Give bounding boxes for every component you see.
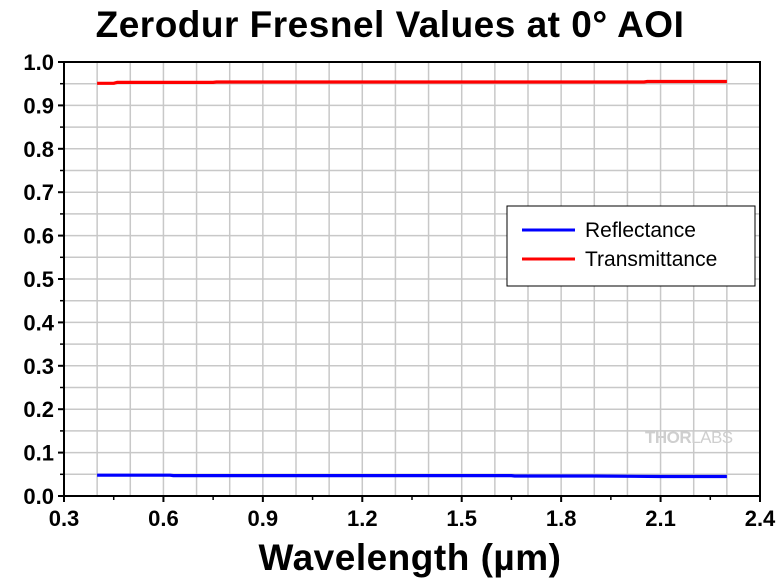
legend: Reflectance Transmittance bbox=[506, 205, 756, 287]
legend-label-transmittance: Transmittance bbox=[585, 248, 717, 271]
y-tick-label: 0.2 bbox=[23, 397, 54, 422]
series-line-reflectance bbox=[97, 473, 727, 479]
x-tick-label: 0.3 bbox=[49, 506, 80, 531]
y-tick-label: 0.5 bbox=[23, 267, 54, 292]
x-tick-label: 0.9 bbox=[248, 506, 279, 531]
x-tick-label: 2.4 bbox=[745, 506, 776, 531]
y-tick-label: 0.6 bbox=[23, 224, 54, 249]
legend-box bbox=[506, 205, 756, 287]
grid-lines bbox=[64, 62, 760, 496]
y-tick-label: 0.3 bbox=[23, 354, 54, 379]
y-tick-label: 0.1 bbox=[23, 441, 54, 466]
y-tick-label: 0.9 bbox=[23, 93, 54, 118]
x-axis-label: Wavelength (µm) bbox=[258, 537, 562, 578]
svg-text:THORLABS: THORLABS bbox=[645, 428, 733, 447]
y-tick-label: 0.4 bbox=[23, 310, 54, 335]
chart-title: Zerodur Fresnel Values at 0° AOI bbox=[95, 4, 685, 45]
y-tick-label: 0.0 bbox=[23, 484, 54, 509]
x-tick-label: 1.2 bbox=[347, 506, 378, 531]
y-tick-label: 1.0 bbox=[23, 50, 54, 75]
y-tick-label: 0.8 bbox=[23, 137, 54, 162]
watermark-part1: THOR bbox=[645, 428, 691, 447]
x-tick-labels: 0.3 0.6 0.9 1.2 1.5 1.8 2.1 2.4 bbox=[49, 506, 776, 531]
series-lines bbox=[97, 79, 727, 479]
axis-ticks bbox=[58, 61, 761, 502]
watermark-part2: LABS bbox=[691, 428, 733, 447]
legend-label-reflectance: Reflectance bbox=[585, 219, 696, 242]
watermark-logo: THORLABS bbox=[645, 428, 733, 447]
x-tick-label: 0.6 bbox=[148, 506, 179, 531]
series-line-transmittance bbox=[97, 79, 727, 85]
x-tick-label: 1.8 bbox=[546, 506, 577, 531]
x-tick-label: 1.5 bbox=[446, 506, 477, 531]
y-tick-labels: 0.0 0.1 0.2 0.3 0.4 0.5 0.6 0.7 0.8 0.9 1.0 bbox=[23, 50, 54, 509]
y-tick-label: 0.7 bbox=[23, 180, 54, 205]
x-tick-label: 2.1 bbox=[645, 506, 676, 531]
